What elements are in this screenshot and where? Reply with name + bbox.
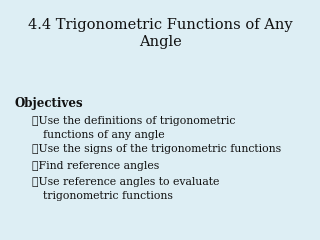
- Text: Angle: Angle: [139, 35, 181, 49]
- Text: functions of any angle: functions of any angle: [43, 130, 165, 140]
- Text: ➢Use the definitions of trigonometric: ➢Use the definitions of trigonometric: [32, 116, 236, 126]
- Text: ➢Use the signs of the trigonometric functions: ➢Use the signs of the trigonometric func…: [32, 144, 281, 154]
- Text: Objectives: Objectives: [14, 97, 83, 110]
- Text: 4.4 Trigonometric Functions of Any: 4.4 Trigonometric Functions of Any: [28, 18, 292, 32]
- Text: trigonometric functions: trigonometric functions: [43, 191, 173, 201]
- Text: ➢Find reference angles: ➢Find reference angles: [32, 161, 159, 171]
- Text: ➢Use reference angles to evaluate: ➢Use reference angles to evaluate: [32, 177, 220, 187]
